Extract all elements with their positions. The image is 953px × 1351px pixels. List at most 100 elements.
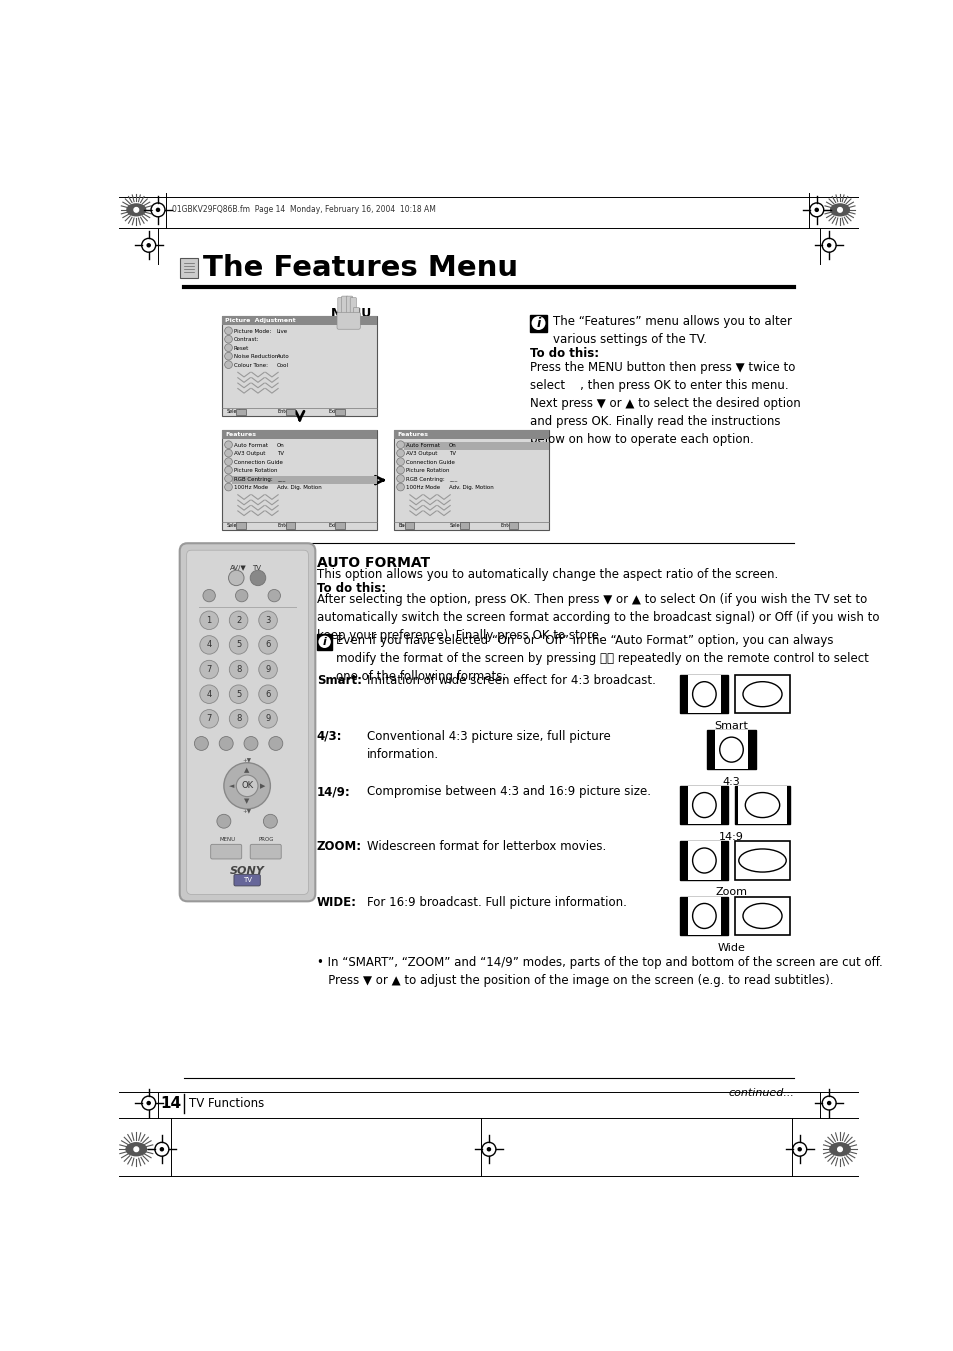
Text: RGB Centring:: RGB Centring: (406, 477, 444, 482)
Text: 3: 3 (265, 616, 271, 624)
FancyBboxPatch shape (353, 308, 359, 320)
Bar (679, 786, 728, 824)
Text: Smart: Smart (714, 721, 748, 731)
Ellipse shape (127, 204, 146, 216)
Text: Connection Guide: Connection Guide (406, 459, 455, 465)
Circle shape (229, 570, 244, 585)
Bar (530, 315, 546, 331)
Circle shape (224, 484, 233, 490)
Text: After selecting the option, press OK. Then press ▼ or ▲ to select On (if you wis: After selecting the option, press OK. Th… (316, 593, 879, 642)
Circle shape (199, 709, 218, 728)
Bar (286, 523, 294, 528)
Bar (687, 676, 720, 713)
Circle shape (815, 208, 818, 211)
Text: Select: Select (226, 409, 241, 415)
Text: 8: 8 (235, 665, 241, 674)
Circle shape (396, 484, 404, 490)
Bar (222, 316, 377, 416)
Text: Cool: Cool (276, 363, 288, 367)
Text: Select: Select (449, 523, 464, 528)
Text: Live: Live (276, 330, 288, 334)
Circle shape (396, 458, 404, 466)
Text: 7: 7 (206, 665, 212, 674)
Text: 8: 8 (235, 715, 241, 723)
Ellipse shape (829, 1143, 849, 1155)
Bar (734, 676, 790, 713)
Text: Noise Reduction:: Noise Reduction: (233, 354, 280, 359)
Text: Connection Guide: Connection Guide (233, 459, 282, 465)
Text: Even if you have selected “On” or “Off” in the “Auto Format” option, you can alw: Even if you have selected “On” or “Off” … (335, 634, 868, 684)
Circle shape (224, 353, 233, 359)
Circle shape (531, 316, 545, 330)
Text: Zoom: Zoom (715, 888, 747, 897)
Circle shape (224, 466, 233, 474)
Text: Select: Select (226, 523, 241, 528)
Text: Reset: Reset (233, 346, 249, 351)
Text: Back: Back (397, 523, 410, 528)
Circle shape (827, 243, 830, 247)
Circle shape (224, 335, 233, 343)
Circle shape (258, 661, 277, 678)
Circle shape (229, 709, 248, 728)
Text: 4: 4 (206, 640, 212, 650)
Circle shape (396, 466, 404, 474)
Bar (286, 408, 294, 415)
Bar (687, 842, 720, 880)
Circle shape (199, 611, 218, 630)
Text: 2: 2 (235, 616, 241, 624)
Text: TV: TV (276, 451, 283, 457)
Text: Smart:: Smart: (316, 674, 361, 688)
Text: To do this:: To do this: (530, 347, 598, 359)
Circle shape (229, 636, 248, 654)
Text: This option allows you to automatically change the aspect ratio of the screen.: This option allows you to automatically … (316, 567, 778, 581)
Circle shape (258, 636, 277, 654)
Ellipse shape (830, 204, 848, 216)
Text: 9: 9 (265, 715, 271, 723)
Text: Exit: Exit (328, 523, 337, 528)
Text: Enter: Enter (277, 523, 291, 528)
Bar (236, 523, 246, 528)
Text: TV: TV (448, 451, 456, 457)
Text: i: i (322, 636, 326, 647)
Circle shape (224, 440, 233, 449)
Text: • In “SMART”, “ZOOM” and “14/9” modes, parts of the top and bottom of the screen: • In “SMART”, “ZOOM” and “14/9” modes, p… (316, 957, 882, 988)
Text: AV/▼: AV/▼ (230, 565, 246, 571)
Text: Imitation of wide screen effect for 4:3 broadcast.: Imitation of wide screen effect for 4:3 … (367, 674, 656, 688)
Text: RGB Centring:: RGB Centring: (233, 477, 273, 482)
Circle shape (396, 450, 404, 457)
Bar (394, 430, 549, 530)
Circle shape (199, 685, 218, 704)
Circle shape (216, 815, 231, 828)
Text: Features: Features (225, 432, 256, 438)
Text: Picture Rotation: Picture Rotation (406, 469, 449, 473)
Text: ▶: ▶ (259, 782, 265, 789)
Bar (509, 523, 517, 528)
Text: The “Features” menu allows you to alter
various settings of the TV.: The “Features” menu allows you to alter … (553, 315, 791, 346)
Circle shape (236, 775, 257, 797)
Text: 6: 6 (265, 640, 271, 650)
Bar (687, 897, 720, 935)
Text: AV3 Output: AV3 Output (406, 451, 436, 457)
Circle shape (147, 1101, 150, 1105)
Text: 100Hz Mode: 100Hz Mode (233, 485, 268, 490)
Bar (405, 523, 414, 528)
FancyBboxPatch shape (179, 543, 315, 901)
Bar (236, 408, 246, 415)
Text: ▼: ▼ (244, 798, 250, 804)
Text: On: On (448, 443, 456, 449)
Circle shape (194, 736, 208, 750)
Circle shape (199, 636, 218, 654)
Circle shape (269, 736, 282, 750)
Bar (222, 430, 377, 439)
Text: AV3 Output: AV3 Output (233, 451, 265, 457)
FancyBboxPatch shape (233, 874, 260, 886)
Text: Adv. Dig. Motion: Adv. Dig. Motion (276, 485, 321, 490)
Bar (335, 408, 344, 415)
Bar (394, 430, 549, 439)
Text: Auto: Auto (276, 354, 289, 359)
Circle shape (133, 1147, 138, 1151)
Circle shape (224, 458, 233, 466)
Circle shape (837, 208, 841, 212)
Text: Auto Format: Auto Format (233, 443, 268, 449)
Circle shape (199, 661, 218, 678)
